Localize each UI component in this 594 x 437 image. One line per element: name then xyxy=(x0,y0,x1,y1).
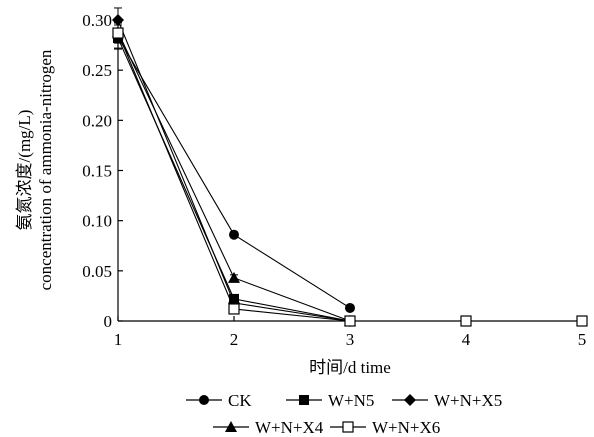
y-tick-label: 0.30 xyxy=(82,11,112,30)
legend: CK W+N5 W+N+X5 W+N+X4 W+N+X6 xyxy=(186,391,502,437)
x-axis-label: 时间/d time xyxy=(309,358,391,377)
x-tick-label: 4 xyxy=(462,330,471,349)
legend-item: CK xyxy=(186,391,252,410)
legend-marker xyxy=(199,395,209,405)
series-line xyxy=(117,32,582,322)
legend-item: W+N+X5 xyxy=(392,391,502,410)
legend-label: W+N+X6 xyxy=(372,418,440,437)
data-point xyxy=(228,271,240,283)
legend-marker xyxy=(299,395,309,405)
legend-item: W+N+X6 xyxy=(330,418,440,437)
series-line xyxy=(117,36,351,309)
series-ck xyxy=(113,24,355,313)
y-tick-label: 0.15 xyxy=(82,162,112,181)
y-tick-label: 0.10 xyxy=(82,212,112,231)
legend-marker xyxy=(404,394,416,406)
x-tick-label: 3 xyxy=(346,330,355,349)
legend-label: CK xyxy=(228,391,252,410)
y-tick-label: 0.05 xyxy=(82,262,112,281)
x-tick-label: 5 xyxy=(578,330,587,349)
series-layer xyxy=(112,7,588,327)
data-point xyxy=(229,229,239,240)
series-w-n-x4 xyxy=(112,21,356,326)
legend-marker xyxy=(342,421,354,433)
data-point xyxy=(345,302,355,313)
y-axis-label-chinese: 氨氮浓度/(mg/L) xyxy=(15,110,34,231)
x-tick-label: 1 xyxy=(114,330,123,349)
data-point xyxy=(112,27,124,39)
legend-item: W+N5 xyxy=(286,391,374,410)
y-tick-label: 0.25 xyxy=(82,61,112,80)
x-tick-label: 2 xyxy=(230,330,239,349)
y-axis-label-english: concentration of ammonia-nitrogen xyxy=(36,49,55,290)
legend-label: W+N+X5 xyxy=(434,391,502,410)
legend-item: W+N+X4 xyxy=(213,418,324,437)
series-w-n-x6 xyxy=(112,22,588,327)
data-point xyxy=(344,315,356,327)
y-tick-label: 0 xyxy=(104,312,113,331)
legend-label: W+N+X4 xyxy=(255,418,324,437)
y-tick-label: 0.20 xyxy=(82,111,112,130)
data-point xyxy=(228,303,240,315)
legend-label: W+N5 xyxy=(328,391,374,410)
data-point xyxy=(460,315,472,327)
data-point xyxy=(576,315,588,327)
legend-marker xyxy=(225,421,237,432)
axes xyxy=(117,20,582,322)
